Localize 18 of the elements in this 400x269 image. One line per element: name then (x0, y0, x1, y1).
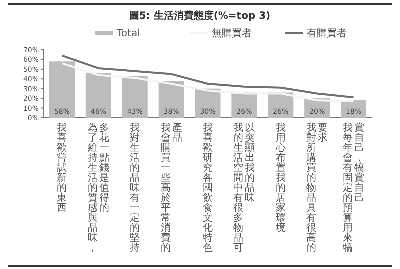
bar (49, 62, 75, 118)
line-series (61, 54, 355, 99)
chart-title: 圖5: 生活消費態度(%=top 3) (129, 10, 271, 22)
category-label: 我用心布置我的居家環境 (276, 123, 286, 234)
legend-label: 有購買者 (307, 28, 347, 40)
category-label: 我會購買一些高於平常消費的產品 (160, 123, 182, 254)
legend-label: 無購買者 (212, 28, 252, 40)
legend-label: Total (116, 28, 140, 40)
category-label: 我每年會有固定的預算用來犒賞自己，犒賞自己 (343, 123, 365, 254)
category-label: 為了維持生活的質感與品味，多花一點錢是值得的 (88, 123, 110, 254)
category-label: 我喜歡研究各國飲食文化特色 (203, 123, 213, 254)
bar (122, 76, 148, 118)
category-label: 我的生活空間中有很多物品可以突顯出我的品味 (234, 123, 256, 254)
category-label: 我對所購買的物品具有很高的要求 (306, 123, 328, 254)
category-label: 我對生活的品味有一定的堅持 (130, 123, 140, 254)
line-series (61, 62, 355, 102)
bar (86, 73, 112, 118)
category-label: 我喜歡嘗試新的東西 (57, 123, 68, 214)
